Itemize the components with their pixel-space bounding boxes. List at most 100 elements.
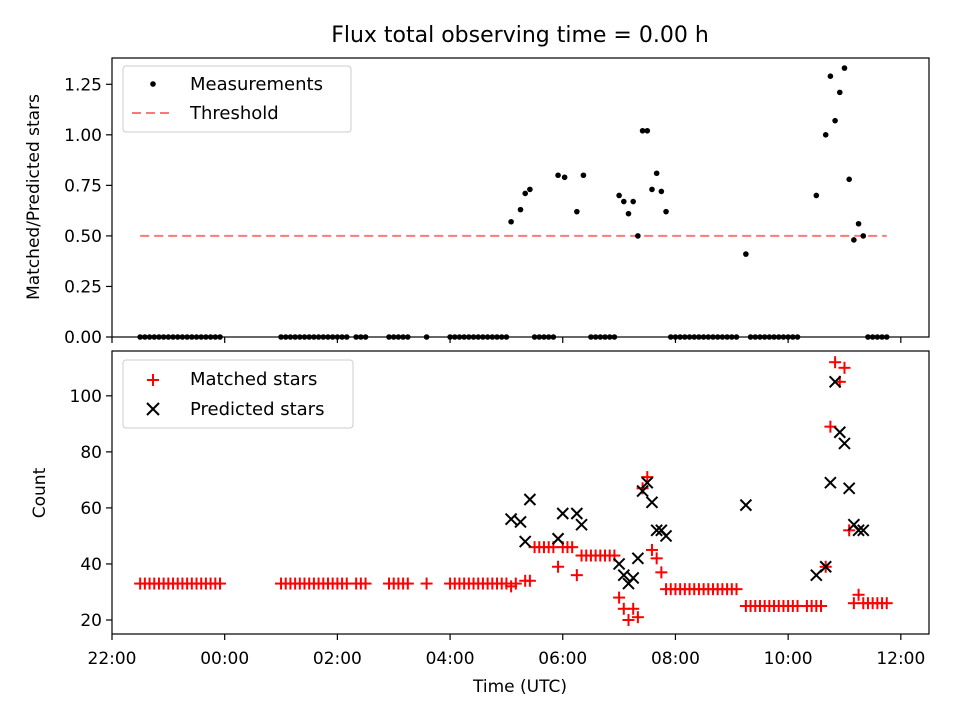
measurement-point	[620, 198, 627, 205]
measurement-point	[658, 188, 665, 195]
measurement-point	[663, 208, 669, 215]
measurement-point	[813, 192, 820, 199]
measurement-point	[580, 172, 587, 179]
predicted-star-point	[551, 532, 565, 545]
top-axes-frame	[111, 57, 930, 338]
predicted-star-point	[819, 560, 832, 573]
top-y-tick-label: 1.00	[64, 126, 102, 146]
legend-predicted-marker	[146, 402, 160, 416]
predicted-star-point	[842, 482, 856, 495]
top-panel: Flux total observing time = 0.00 h 0.00 0…	[24, 23, 930, 348]
predicted-star-point	[828, 375, 842, 389]
measurement-point	[522, 190, 528, 197]
matched-star-point	[641, 471, 654, 484]
predicted-star-point	[626, 571, 640, 585]
bottom-legend: Matched stars Predicted stars	[122, 359, 354, 429]
measurement-point	[574, 208, 580, 215]
bottom-plot-area: 20 40 60 80 100 22:00 00:00 02:00 04:00 06:00 08:0…	[70, 356, 925, 669]
measurement-point	[649, 186, 655, 193]
predicted-star-point	[504, 512, 518, 526]
measurement-point	[851, 237, 857, 243]
bottom-legend-box	[122, 359, 354, 429]
predicted-star-point	[575, 518, 588, 531]
matched-star-point	[838, 361, 851, 374]
matched-star-point	[509, 577, 522, 590]
bottom-axes-frame	[111, 350, 930, 635]
predicted-star-point	[636, 484, 649, 498]
top-y-tick-label: 0.75	[64, 176, 102, 196]
matched-star-point	[566, 541, 579, 554]
bottom-x-tick-label: 04:00	[426, 649, 475, 669]
predicted-star-point	[570, 507, 584, 520]
matched-star-point	[631, 611, 644, 624]
bottom-x-tick-label: 10:00	[764, 649, 813, 669]
measurement-point	[827, 73, 834, 79]
top-y-axis-label: Matched/Predicted stars	[24, 94, 44, 300]
predicted-star-point	[838, 437, 851, 450]
top-y-tick-label: 0.00	[64, 328, 102, 348]
predicted-star-point	[650, 524, 663, 537]
matched-star-point	[523, 574, 536, 587]
top-legend: Measurements Threshold	[122, 65, 352, 133]
predicted-star-point	[739, 498, 753, 512]
measurement-point	[527, 186, 533, 193]
matched-star-point	[622, 613, 635, 626]
predicted-star-point	[857, 524, 870, 537]
matched-star-point	[420, 577, 433, 590]
measurement-point	[625, 210, 632, 217]
legend-matched-marker	[147, 374, 159, 386]
matched-star-point	[359, 577, 372, 590]
matched-star-point	[650, 552, 663, 565]
top-legend-box	[122, 65, 352, 133]
bottom-x-tick-label: 08:00	[651, 649, 700, 669]
measurement-point	[855, 220, 862, 227]
measurement-point	[508, 218, 514, 225]
matched-star-point	[645, 543, 658, 556]
predicted-star-point	[514, 515, 527, 529]
predicted-star-point	[518, 535, 532, 548]
top-y-tick-label: 0.50	[64, 227, 102, 247]
bottom-x-tick-label: 22:00	[88, 649, 137, 669]
top-chart-title: Flux total observing time = 0.00 h	[331, 23, 709, 48]
legend-measurements-marker	[150, 81, 156, 87]
matched-star-point	[880, 597, 893, 610]
bottom-y-tick-label: 80	[80, 443, 102, 463]
predicted-star-point	[612, 557, 626, 571]
bottom-y-axis-label: Count	[30, 467, 50, 518]
measurement-point	[630, 198, 636, 205]
measurement-point	[841, 65, 848, 71]
legend-predicted-label: Predicted stars	[190, 399, 324, 420]
bottom-x-tick-label: 00:00	[200, 649, 249, 669]
matched-star-point	[627, 602, 640, 615]
measurement-point	[555, 172, 561, 179]
measurement-point	[860, 233, 867, 239]
predicted-star-point	[641, 476, 654, 489]
measurement-point	[653, 170, 660, 177]
bottom-x-tick-label: 02:00	[313, 649, 362, 669]
predicted-star-point	[617, 568, 631, 582]
matched-star-point	[570, 569, 583, 582]
predicted-star-point	[645, 496, 659, 509]
matched-star-point	[613, 591, 626, 604]
predicted-star-point	[824, 476, 837, 489]
bottom-panel: 20 40 60 80 100 22:00 00:00 02:00 04:00 06:00 08:0…	[30, 350, 930, 697]
predicted-star-point	[631, 552, 645, 565]
measurement-point	[635, 233, 641, 239]
matched-star-point	[730, 583, 743, 596]
predicted-star-point	[523, 493, 537, 506]
matched-star-point	[401, 577, 414, 590]
measurement-point	[822, 132, 829, 138]
measurement-point	[836, 89, 843, 96]
measurement-point	[517, 206, 524, 213]
matched-star-point	[213, 577, 226, 590]
predicted-star-point	[556, 507, 569, 520]
top-y-tick-label: 1.25	[64, 75, 102, 95]
measurement-point	[743, 251, 749, 257]
legend-matched-label: Matched stars	[190, 369, 317, 390]
top-y-tick-label: 0.25	[64, 277, 102, 297]
matched-star-point	[655, 566, 668, 579]
bottom-x-axis-label: Time (UTC)	[472, 677, 567, 697]
measurement-point	[561, 174, 568, 181]
bottom-y-tick-label: 60	[80, 499, 102, 519]
legend-threshold-label: Threshold	[189, 103, 279, 124]
